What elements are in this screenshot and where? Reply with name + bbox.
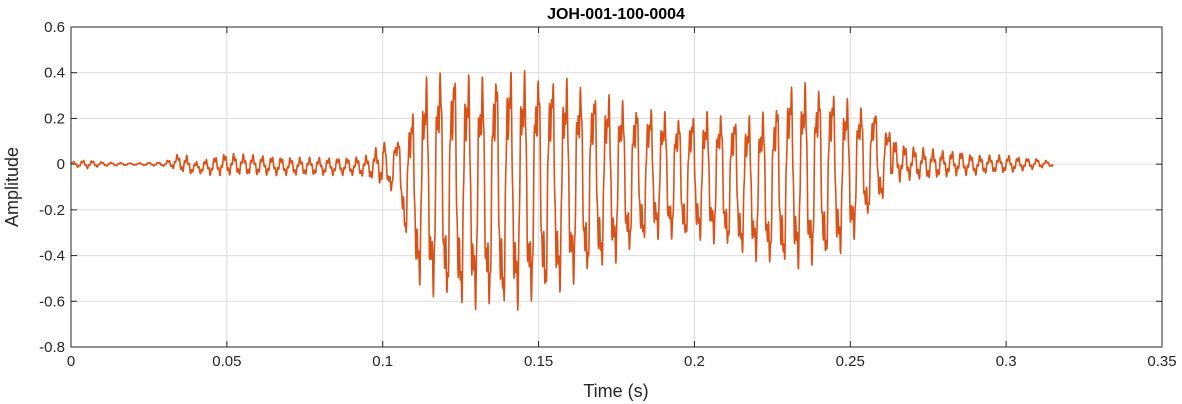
- x-tick-label: 0.2: [684, 353, 705, 370]
- series-group: [70, 70, 1054, 311]
- y-tick-label: 0: [57, 156, 65, 173]
- y-tick-labels: -0.8 -0.6 -0.4 -0.2 0 0.2 0.4 0.6: [39, 19, 65, 356]
- x-tick-label: 0.1: [372, 353, 393, 370]
- y-tick-label: -0.8: [39, 339, 65, 356]
- x-tick-label: 0: [67, 353, 75, 370]
- x-tick-labels: 0 0.05 0.1 0.15 0.2 0.25 0.3 0.35: [67, 353, 1177, 370]
- waveform-line: [70, 70, 1054, 311]
- y-tick-label: 0.4: [44, 65, 65, 82]
- y-tick-label: 0.6: [44, 19, 65, 36]
- y-axis-label: Amplitude: [2, 147, 22, 227]
- chart-title: JOH-001-100-0004: [547, 6, 685, 23]
- y-tick-label: -0.6: [39, 293, 65, 310]
- x-axis-label: Time (s): [583, 381, 648, 401]
- plot-frame: [70, 26, 1163, 348]
- x-tick-label: 0.3: [996, 353, 1017, 370]
- x-tick-label: 0.15: [524, 353, 553, 370]
- grid-lines: [70, 26, 1163, 348]
- x-tick-label: 0.05: [212, 353, 241, 370]
- y-tick-label: 0.2: [44, 110, 65, 127]
- y-tick-label: -0.4: [39, 248, 65, 265]
- x-tick-label: 0.25: [836, 353, 865, 370]
- plot-background: [71, 27, 1162, 347]
- y-tick-label: -0.2: [39, 202, 65, 219]
- x-tick-label: 0.35: [1147, 353, 1176, 370]
